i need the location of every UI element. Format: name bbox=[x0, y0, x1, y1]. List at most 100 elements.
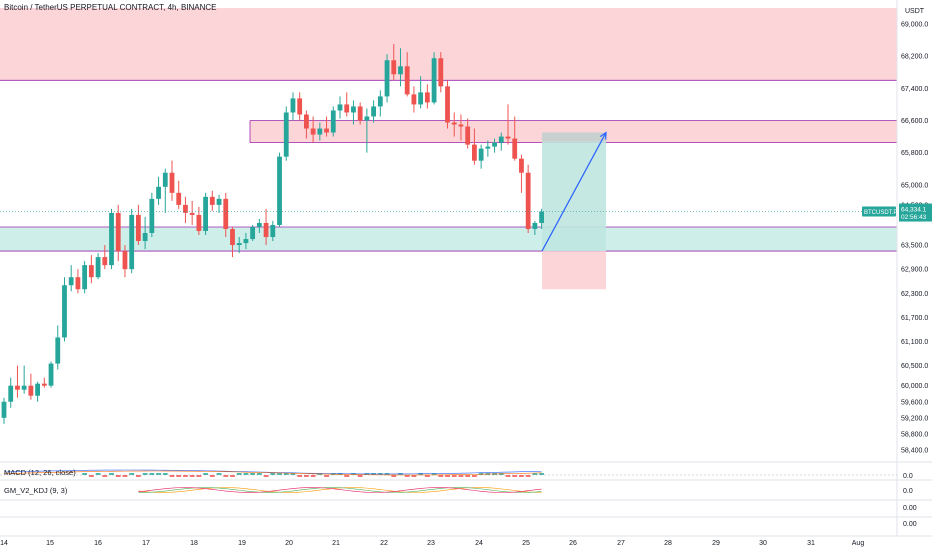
candle[interactable] bbox=[129, 214, 135, 270]
candle[interactable] bbox=[55, 337, 61, 364]
candle[interactable] bbox=[236, 243, 242, 246]
candle[interactable] bbox=[8, 385, 14, 402]
kdj-label[interactable]: GM_V2_KDJ (9, 3) bbox=[4, 486, 68, 495]
candle[interactable] bbox=[431, 58, 437, 103]
candle[interactable] bbox=[21, 385, 27, 390]
candle[interactable] bbox=[532, 222, 538, 229]
candle[interactable] bbox=[189, 212, 195, 215]
candle[interactable] bbox=[290, 98, 296, 113]
candle[interactable] bbox=[364, 116, 370, 121]
candle[interactable] bbox=[297, 98, 303, 115]
candle[interactable] bbox=[317, 128, 323, 135]
candle[interactable] bbox=[28, 385, 34, 396]
candle[interactable] bbox=[68, 277, 74, 286]
candle[interactable] bbox=[418, 92, 424, 105]
candle[interactable] bbox=[465, 126, 471, 145]
candle[interactable] bbox=[142, 233, 148, 242]
candle[interactable] bbox=[35, 383, 40, 396]
candle[interactable] bbox=[404, 66, 410, 95]
macd-bar bbox=[88, 475, 94, 477]
candle[interactable] bbox=[88, 265, 94, 278]
candle[interactable] bbox=[183, 204, 188, 213]
candle[interactable] bbox=[1, 401, 7, 418]
candle[interactable] bbox=[424, 92, 430, 103]
candle[interactable] bbox=[324, 128, 329, 133]
resistance-zone[interactable] bbox=[0, 8, 897, 81]
macd-label[interactable]: MACD (12, 26, close) bbox=[4, 468, 76, 477]
candle[interactable] bbox=[122, 251, 128, 270]
candle[interactable] bbox=[15, 385, 20, 390]
candle[interactable] bbox=[451, 122, 457, 125]
candle[interactable] bbox=[310, 128, 316, 135]
candle[interactable] bbox=[512, 138, 518, 159]
position-stop-area[interactable] bbox=[542, 251, 606, 290]
candle[interactable] bbox=[505, 136, 511, 139]
candle[interactable] bbox=[351, 106, 356, 113]
candle[interactable] bbox=[162, 172, 168, 187]
candle[interactable] bbox=[270, 224, 276, 238]
resistance-zone[interactable] bbox=[250, 120, 897, 143]
candle[interactable] bbox=[357, 106, 363, 121]
candle[interactable] bbox=[176, 192, 182, 205]
candle[interactable] bbox=[156, 186, 161, 199]
candle[interactable] bbox=[398, 66, 403, 75]
candle[interactable] bbox=[95, 257, 101, 278]
candle[interactable] bbox=[445, 86, 450, 123]
time-tick-label: 20 bbox=[285, 540, 293, 547]
candle[interactable] bbox=[102, 257, 108, 266]
candle[interactable] bbox=[115, 212, 121, 252]
candle[interactable] bbox=[498, 136, 504, 143]
candle[interactable] bbox=[109, 212, 114, 266]
candle[interactable] bbox=[519, 158, 524, 173]
candle[interactable] bbox=[82, 265, 88, 290]
candle[interactable] bbox=[525, 172, 531, 229]
price-tick-label: 67,400.0 bbox=[901, 86, 928, 93]
candle[interactable] bbox=[337, 104, 343, 111]
candle[interactable] bbox=[371, 106, 376, 117]
candle[interactable] bbox=[48, 363, 54, 386]
candle[interactable] bbox=[377, 96, 383, 107]
candle[interactable] bbox=[304, 114, 309, 129]
price-tick-label: 61,700.0 bbox=[901, 315, 928, 322]
candle[interactable] bbox=[438, 58, 444, 87]
candle[interactable] bbox=[256, 222, 262, 227]
candle[interactable] bbox=[149, 198, 155, 233]
candle[interactable] bbox=[250, 226, 256, 240]
candle[interactable] bbox=[330, 110, 336, 133]
candle[interactable] bbox=[277, 156, 282, 225]
candle[interactable] bbox=[243, 239, 249, 244]
candle[interactable] bbox=[384, 60, 390, 97]
candle[interactable] bbox=[62, 285, 67, 338]
candle[interactable] bbox=[209, 196, 215, 205]
candle[interactable] bbox=[539, 211, 544, 223]
candle[interactable] bbox=[169, 172, 175, 193]
time-tick-label: 15 bbox=[46, 540, 54, 547]
candle[interactable] bbox=[472, 144, 477, 161]
macd-bar bbox=[109, 473, 114, 475]
candle[interactable] bbox=[203, 196, 208, 231]
candle[interactable] bbox=[75, 277, 81, 290]
candle[interactable] bbox=[230, 228, 235, 246]
candle[interactable] bbox=[478, 148, 484, 161]
candle[interactable] bbox=[391, 60, 397, 75]
candle[interactable] bbox=[223, 198, 229, 229]
support-zone[interactable] bbox=[0, 226, 897, 252]
candle[interactable] bbox=[136, 214, 141, 242]
candle[interactable] bbox=[283, 112, 289, 157]
candle[interactable] bbox=[344, 104, 350, 113]
symbol-tag[interactable] bbox=[862, 206, 896, 217]
candle[interactable] bbox=[458, 124, 464, 127]
candle[interactable] bbox=[492, 142, 497, 147]
projection-arrow[interactable] bbox=[541, 132, 607, 252]
macd-bar bbox=[122, 475, 128, 477]
price-tick-label: 63,500.0 bbox=[901, 243, 928, 250]
last-price-tag[interactable] bbox=[899, 203, 932, 222]
candle[interactable] bbox=[263, 222, 269, 238]
candle[interactable] bbox=[485, 146, 491, 149]
candle[interactable] bbox=[216, 198, 222, 205]
candle[interactable] bbox=[41, 383, 47, 386]
candle[interactable] bbox=[411, 94, 417, 105]
candle[interactable] bbox=[196, 214, 202, 231]
